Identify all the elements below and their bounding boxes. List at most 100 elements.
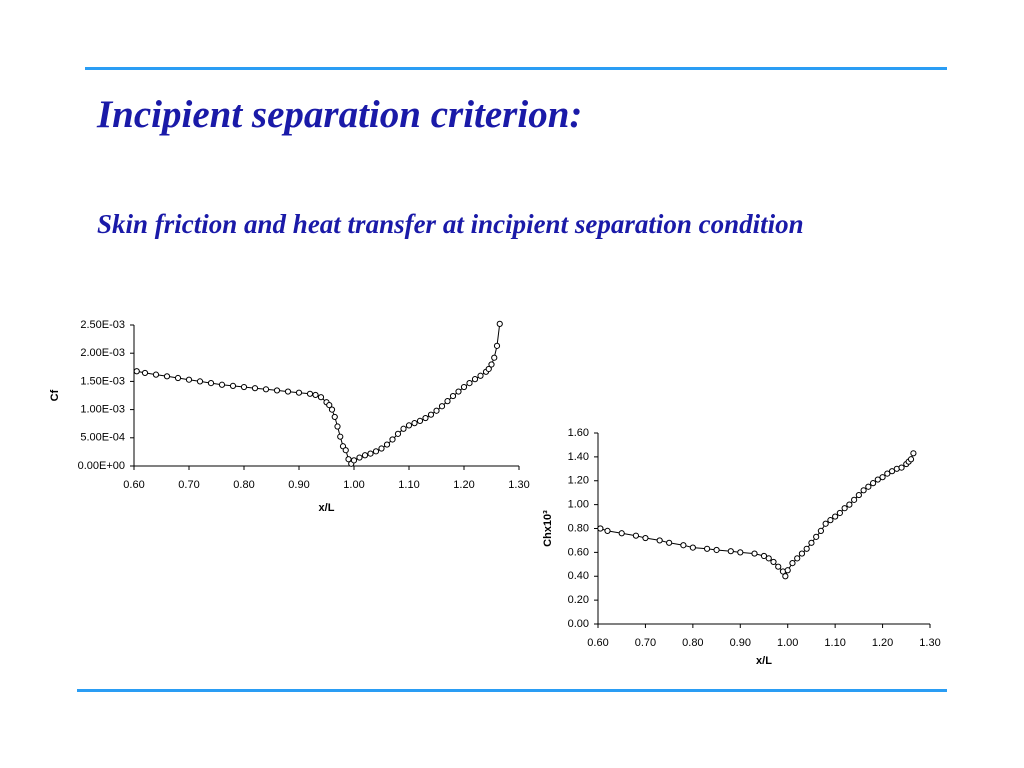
x-tick-label: 1.20 bbox=[872, 637, 893, 649]
data-point bbox=[632, 532, 640, 539]
data-point bbox=[477, 372, 484, 379]
data-point bbox=[196, 378, 204, 385]
data-point bbox=[832, 513, 839, 520]
y-tick-label: 0.00 bbox=[568, 618, 589, 630]
y-tick-label: 2.50E-03 bbox=[80, 319, 125, 331]
slide-title: Incipient separation criterion: bbox=[97, 93, 583, 136]
data-point bbox=[361, 452, 369, 459]
x-tick-label: 1.10 bbox=[398, 479, 419, 491]
x-tick-label: 1.00 bbox=[343, 479, 364, 491]
slide-subtitle: Skin friction and heat transfer at incip… bbox=[97, 209, 804, 239]
data-point bbox=[449, 392, 457, 400]
data-point bbox=[438, 403, 446, 410]
x-tick-label: 0.60 bbox=[123, 479, 144, 491]
y-tick-label: 0.80 bbox=[568, 522, 589, 534]
data-point bbox=[185, 376, 193, 383]
data-point bbox=[798, 550, 806, 557]
data-point bbox=[789, 560, 796, 567]
data-point bbox=[869, 480, 877, 487]
data-point bbox=[218, 381, 226, 388]
data-point bbox=[898, 464, 905, 471]
data-point bbox=[846, 501, 853, 508]
y-tick-label: 2.00E-03 bbox=[80, 347, 125, 359]
data-point bbox=[751, 550, 758, 557]
data-point bbox=[604, 527, 611, 534]
data-point bbox=[422, 414, 429, 422]
data-point bbox=[207, 379, 215, 387]
y-axis-title: Cf bbox=[49, 389, 61, 401]
data-point bbox=[306, 390, 314, 397]
data-point bbox=[851, 496, 858, 503]
data-point bbox=[284, 388, 292, 395]
y-tick-label: 1.50E-03 bbox=[80, 375, 125, 387]
data-point bbox=[471, 376, 479, 383]
data-point bbox=[493, 342, 501, 349]
data-point bbox=[460, 383, 468, 391]
data-point bbox=[345, 456, 352, 463]
x-tick-label: 1.30 bbox=[919, 637, 940, 649]
data-point bbox=[689, 544, 696, 551]
data-point bbox=[444, 398, 451, 405]
data-point bbox=[383, 441, 391, 448]
data-point bbox=[713, 546, 720, 554]
y-tick-label: 0.40 bbox=[568, 570, 589, 582]
data-point bbox=[656, 537, 663, 544]
data-point bbox=[782, 573, 789, 580]
data-point bbox=[367, 450, 374, 457]
y-tick-label: 1.40 bbox=[568, 451, 589, 463]
data-point bbox=[803, 545, 810, 552]
data-point bbox=[337, 433, 344, 440]
data-point bbox=[312, 391, 319, 399]
data-point bbox=[295, 389, 303, 396]
y-tick-label: 0.60 bbox=[568, 546, 589, 558]
data-point bbox=[334, 423, 341, 430]
data-point bbox=[251, 385, 259, 392]
data-point bbox=[727, 548, 734, 555]
data-point bbox=[389, 436, 396, 443]
data-point bbox=[240, 383, 248, 391]
data-point bbox=[874, 476, 881, 483]
data-point bbox=[262, 386, 270, 393]
data-point bbox=[784, 567, 791, 574]
data-point bbox=[860, 487, 867, 494]
data-point bbox=[455, 388, 462, 395]
data-point bbox=[813, 533, 820, 540]
data-point bbox=[765, 555, 772, 562]
x-axis-title: x/L bbox=[319, 502, 335, 514]
data-point bbox=[822, 520, 829, 527]
x-axis-title: x/L bbox=[756, 655, 772, 667]
data-point bbox=[907, 456, 915, 463]
data-point bbox=[618, 530, 625, 537]
y-tick-label: 1.00E-03 bbox=[80, 404, 125, 416]
data-point bbox=[400, 425, 407, 432]
x-tick-label: 0.60 bbox=[587, 637, 608, 649]
x-tick-label: 0.90 bbox=[288, 479, 309, 491]
y-tick-label: 1.20 bbox=[568, 475, 589, 487]
data-point bbox=[496, 320, 503, 327]
data-point bbox=[770, 558, 777, 566]
data-point bbox=[485, 365, 492, 373]
data-point bbox=[642, 534, 649, 542]
x-tick-label: 1.10 bbox=[824, 637, 845, 649]
data-point bbox=[466, 379, 473, 387]
data-point bbox=[133, 368, 140, 375]
data-point bbox=[775, 563, 782, 570]
data-point bbox=[597, 525, 604, 532]
data-point bbox=[273, 387, 281, 394]
data-point bbox=[356, 454, 363, 461]
data-point bbox=[141, 369, 149, 377]
data-point bbox=[841, 505, 848, 512]
data-point bbox=[433, 407, 440, 414]
y-tick-label: 0.20 bbox=[568, 594, 589, 606]
data-point bbox=[405, 422, 413, 429]
data-point bbox=[326, 401, 333, 409]
x-tick-label: 1.20 bbox=[453, 479, 474, 491]
data-point bbox=[328, 406, 336, 413]
data-point bbox=[737, 549, 744, 556]
data-point bbox=[372, 448, 380, 455]
data-point bbox=[152, 371, 160, 378]
bottom-rule bbox=[77, 689, 947, 692]
data-point bbox=[680, 542, 687, 549]
